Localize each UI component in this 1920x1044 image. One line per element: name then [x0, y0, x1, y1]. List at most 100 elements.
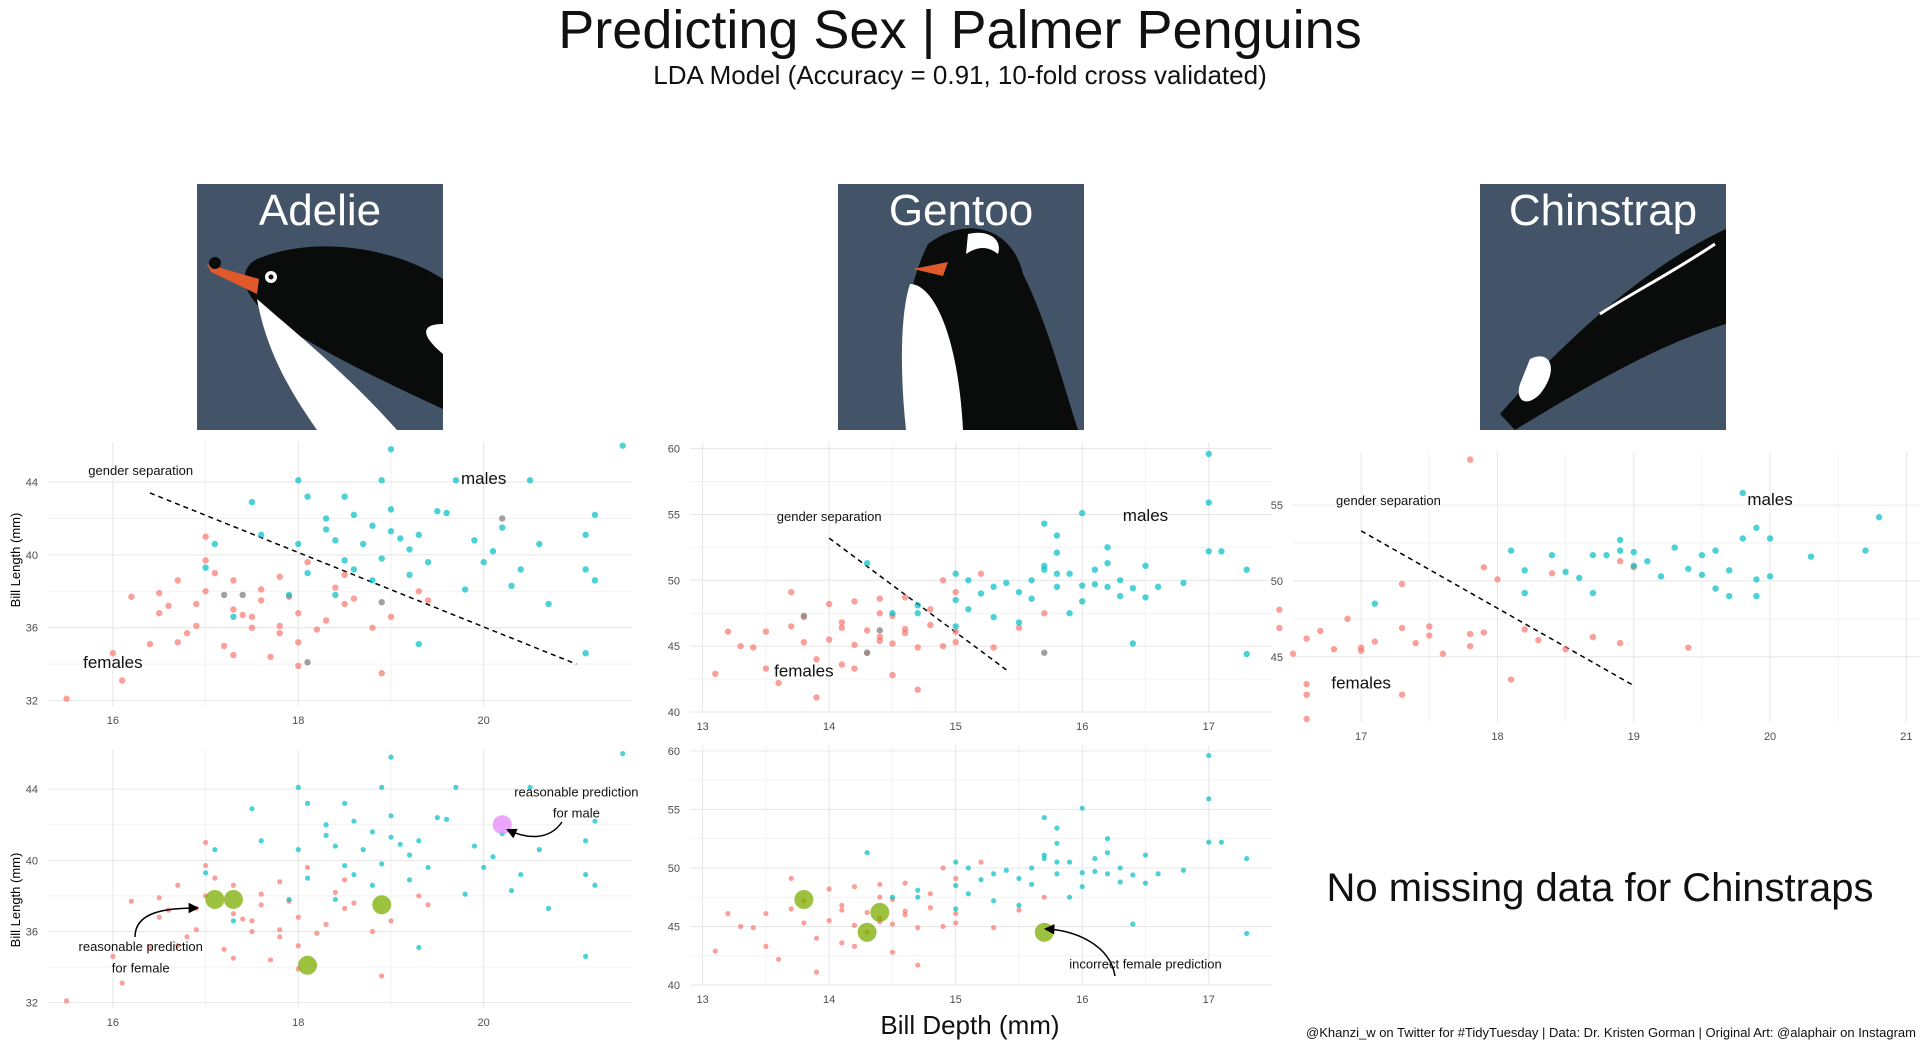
gender-separation-line	[149, 492, 577, 665]
male-point	[212, 847, 218, 853]
adelie-title: Adelie	[258, 186, 382, 235]
male-point	[434, 507, 441, 515]
annotation-label: gender separation	[777, 509, 882, 524]
female-point	[341, 600, 348, 608]
x-tick-label: 17	[1203, 994, 1215, 1006]
male-point	[1218, 548, 1225, 555]
female-point	[248, 624, 256, 631]
predicted-female-point	[372, 895, 392, 915]
male-point	[977, 590, 985, 597]
male-point	[499, 524, 506, 531]
female-point	[295, 943, 301, 949]
male-point	[285, 591, 293, 599]
female-point	[63, 998, 70, 1004]
female-point	[851, 884, 858, 890]
male-point	[1206, 752, 1212, 759]
female-point	[1289, 650, 1297, 657]
female-point	[313, 626, 321, 633]
male-point	[295, 784, 301, 790]
female-point	[927, 891, 933, 897]
x-tick-label: 19	[1628, 731, 1640, 743]
male-point	[1671, 544, 1678, 551]
male-point	[1054, 859, 1060, 865]
male-point	[341, 493, 348, 500]
male-point	[1657, 573, 1665, 580]
female-point	[1303, 635, 1310, 642]
predicted-female-point	[223, 889, 243, 909]
female-point	[295, 609, 302, 617]
male-point	[583, 838, 589, 844]
female-point	[902, 880, 908, 886]
female-point	[277, 927, 283, 933]
y-tick-label: 60	[668, 444, 680, 456]
male-point	[1054, 825, 1060, 831]
female-point	[788, 588, 795, 596]
male-point	[952, 570, 959, 577]
male-point	[1205, 548, 1212, 555]
x-axis-title: Bill Depth (mm)	[880, 1010, 1060, 1040]
female-point	[1439, 650, 1447, 657]
female-point	[109, 650, 117, 657]
female-point	[230, 882, 236, 888]
female-point	[1412, 639, 1419, 647]
female-point	[826, 886, 832, 892]
male-point	[536, 847, 542, 853]
female-point	[788, 875, 794, 882]
male-point	[322, 526, 330, 533]
male-point	[211, 540, 219, 548]
male-point	[1739, 489, 1747, 497]
male-point	[582, 650, 589, 657]
predicted-female-point	[857, 922, 877, 942]
male-point	[863, 559, 871, 567]
predicted-female-point	[205, 889, 225, 909]
female-point	[1507, 676, 1515, 683]
male-point	[369, 829, 376, 835]
female-point	[927, 606, 934, 613]
female-point	[202, 533, 209, 540]
male-point	[1117, 865, 1123, 871]
male-point	[1616, 547, 1624, 554]
male-point	[1066, 859, 1073, 865]
female-point	[230, 606, 237, 613]
male-point	[1079, 870, 1085, 876]
male-point	[295, 540, 302, 548]
male-point	[1753, 592, 1760, 600]
annotation-label: gender separation	[88, 463, 193, 478]
male-point	[864, 850, 870, 856]
female-point	[952, 588, 959, 596]
female-point	[230, 911, 236, 917]
female-point	[876, 637, 883, 645]
male-point	[1206, 796, 1212, 802]
missing-sex-point	[863, 649, 871, 656]
x-tick-label: 17	[1355, 731, 1367, 743]
male-point	[323, 832, 329, 839]
male-point	[397, 841, 403, 847]
female-point	[258, 586, 265, 593]
male-point	[351, 871, 357, 878]
female-point	[230, 651, 237, 659]
male-point	[322, 515, 330, 522]
female-point	[369, 928, 376, 935]
male-point	[1015, 588, 1023, 596]
male-point	[1766, 535, 1774, 542]
female-point	[1521, 626, 1528, 633]
male-point	[359, 540, 367, 548]
male-point	[1576, 574, 1583, 582]
annotation-label: males	[1747, 490, 1792, 509]
female-point	[332, 889, 338, 895]
male-point	[915, 894, 921, 900]
x-tick-label: 15	[950, 721, 962, 733]
missing-sex-point	[876, 627, 883, 634]
male-point	[1016, 902, 1022, 908]
female-point	[1616, 558, 1624, 565]
male-point	[1129, 640, 1137, 647]
male-point	[1180, 867, 1187, 873]
female-point	[978, 859, 984, 865]
male-point	[545, 600, 552, 608]
female-point	[323, 921, 329, 927]
female-point	[1466, 456, 1474, 463]
male-point	[1104, 850, 1111, 856]
female-prediction-arrow	[134, 902, 200, 938]
female-point	[230, 577, 237, 584]
male-point	[443, 509, 450, 517]
